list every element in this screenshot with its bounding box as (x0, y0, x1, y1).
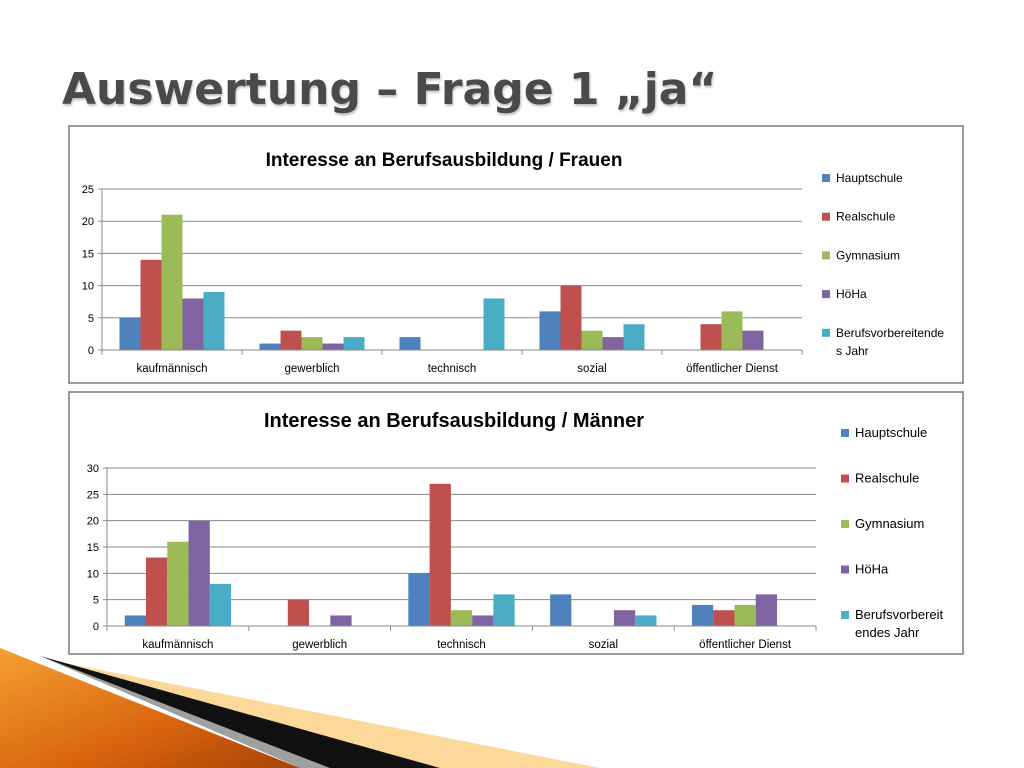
bar (145, 557, 168, 626)
bar (182, 298, 204, 350)
legend-swatch (841, 611, 849, 619)
bar (330, 615, 352, 626)
bar (450, 610, 473, 626)
bar (259, 343, 281, 350)
bar (119, 317, 141, 350)
legend-label: Realschule (855, 471, 919, 486)
bar (399, 337, 421, 350)
bar (287, 599, 310, 626)
bar (280, 330, 302, 350)
x-tick-label: gewerblich (292, 639, 347, 651)
x-tick-label: sozial (589, 639, 618, 651)
y-tick-label: 20 (82, 216, 94, 228)
y-tick-label: 15 (87, 542, 99, 554)
bar (167, 541, 189, 626)
bar (322, 343, 344, 350)
legend-swatch (841, 474, 849, 483)
bar (613, 610, 636, 626)
bar (124, 615, 146, 626)
bar (408, 573, 430, 626)
bar (493, 594, 515, 626)
decorative-swoosh (0, 646, 600, 768)
y-tick-label: 25 (87, 489, 99, 501)
x-tick-label: gewerblich (285, 363, 340, 375)
x-tick-label: öffentlicher Dienst (699, 639, 792, 651)
legend-swatch (822, 174, 830, 182)
legend-label: endes Jahr (855, 625, 920, 640)
legend-label: Hauptschule (855, 425, 927, 440)
x-tick-label: öffentlicher Dienst (686, 363, 779, 375)
legend-swatch (822, 290, 830, 299)
bar (209, 583, 232, 626)
y-tick-label: 0 (93, 621, 99, 633)
bar (188, 520, 210, 626)
y-tick-label: 10 (82, 281, 94, 293)
legend-swatch (841, 565, 849, 574)
bar (700, 324, 722, 350)
legend-swatch (822, 212, 830, 221)
bar (734, 604, 756, 626)
legend-label: Gymnasium (836, 248, 900, 262)
bar (140, 259, 162, 350)
bar (623, 324, 645, 350)
chart-title: Interesse an Berufsausbildung / Frauen (266, 150, 623, 171)
x-tick-label: technisch (428, 363, 477, 375)
chart-title: Interesse an Berufsausbildung / Männer (264, 410, 644, 432)
bar (691, 604, 714, 626)
y-tick-label: 25 (82, 184, 94, 196)
y-tick-label: 30 (87, 463, 99, 475)
bar (203, 292, 225, 350)
x-tick-label: technisch (437, 639, 486, 651)
bar (635, 615, 657, 626)
bar (721, 311, 743, 350)
bar (472, 615, 494, 626)
x-tick-label: sozial (577, 363, 606, 375)
legend-label: Berufsvorbereit (855, 607, 944, 622)
legend-label: Berufsvorbereitende (836, 326, 944, 340)
legend-label: Hauptschule (836, 171, 903, 185)
bar (742, 330, 764, 350)
legend-label: HöHa (836, 287, 867, 301)
y-tick-label: 15 (82, 248, 94, 260)
bar (539, 311, 561, 350)
x-tick-label: kaufmännisch (137, 363, 208, 375)
chart-panel-maenner: Interesse an Berufsausbildung / Männer 0 5… (68, 391, 964, 655)
x-tick-label: kaufmännisch (142, 639, 213, 651)
chart-panel-frauen: Interesse an Berufsausbildung / Frauen 0 5… (68, 125, 964, 384)
bar (560, 285, 582, 350)
legend-label: HöHa (855, 562, 889, 577)
legend-swatch (822, 251, 830, 260)
bar (161, 214, 183, 350)
y-tick-label: 5 (93, 595, 99, 607)
bar (550, 594, 572, 626)
legend-swatch (822, 328, 830, 337)
legend-swatch (841, 429, 849, 437)
y-tick-label: 0 (88, 345, 94, 357)
bar (581, 330, 603, 350)
bar (483, 298, 505, 350)
legend-label: s Jahr (836, 344, 869, 358)
bar (301, 337, 323, 350)
bar (343, 337, 365, 350)
bar (713, 610, 735, 626)
legend-label: Realschule (836, 210, 896, 224)
chart-maenner: Interesse an Berufsausbildung / Männer 0 5… (87, 410, 944, 651)
y-tick-label: 5 (88, 313, 94, 325)
bar (755, 594, 778, 626)
legend-swatch (841, 520, 849, 528)
bar (602, 337, 624, 350)
bar (429, 483, 451, 626)
y-tick-label: 20 (87, 516, 99, 528)
legend-label: Gymnasium (855, 516, 924, 531)
slide-title: Auswertung – Frage 1 „ja“ (62, 64, 718, 115)
y-tick-label: 10 (87, 568, 99, 580)
chart-frauen: Interesse an Berufsausbildung / Frauen 0 5… (82, 150, 945, 375)
